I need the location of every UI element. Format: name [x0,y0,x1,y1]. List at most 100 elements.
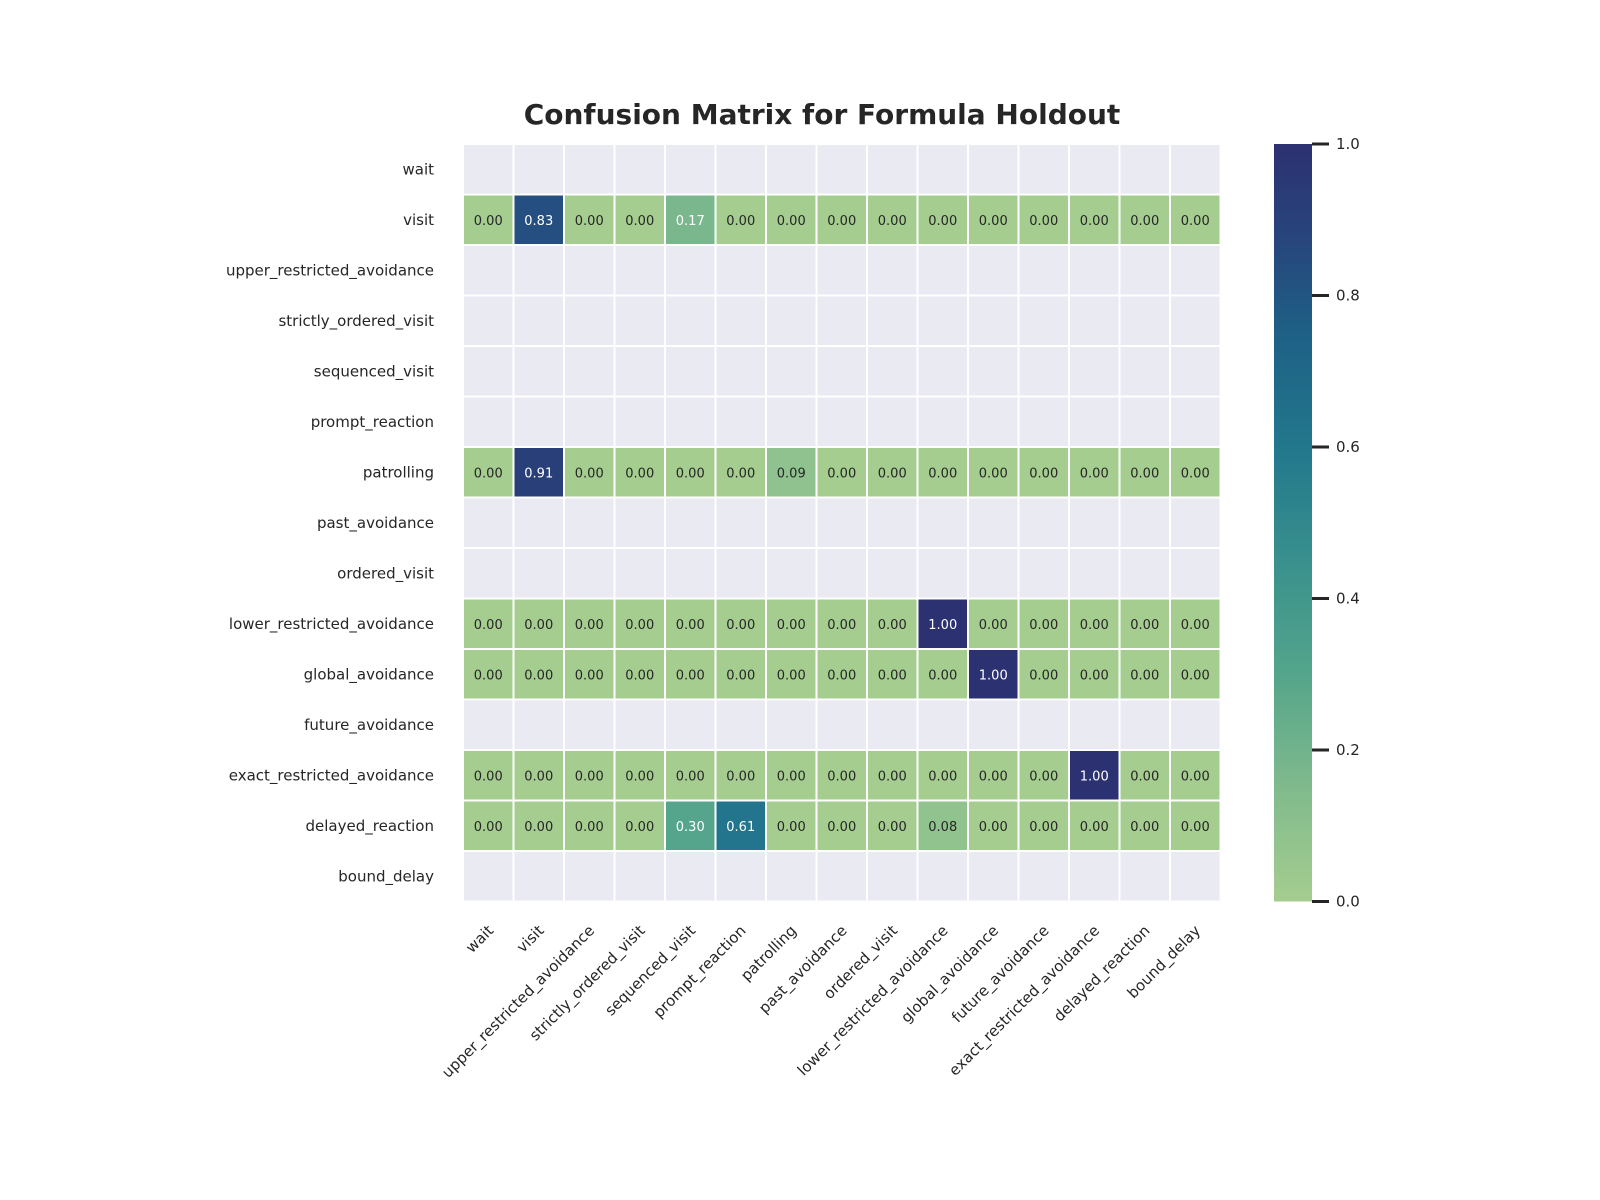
heatmap-cell [967,143,1020,196]
heatmap-cell [613,244,666,297]
heatmap-cell [462,395,515,448]
cell-value-label: 0.00 [827,820,856,835]
cell-value-label: 0.00 [777,668,806,683]
heatmap-cell [563,244,616,297]
heatmap-cell [613,648,666,701]
heatmap-cell [714,749,767,802]
cell-value-label: 0.00 [878,618,907,633]
heatmap-cell [462,294,515,347]
cell-value-label: 0.00 [575,618,604,633]
cell-value-label: 0.00 [1029,618,1058,633]
row-label: lower_restricted_avoidance [229,615,434,634]
cell-value-label: 0.00 [777,214,806,229]
heatmap-cell [916,294,969,347]
heatmap-cell [866,698,919,751]
cell-value-label: 0.00 [474,668,503,683]
heatmap-cell [1068,547,1121,600]
cell-value-label: 0.00 [676,618,705,633]
heatmap-cell [815,345,868,398]
cell-value-label: 0.00 [777,820,806,835]
heatmap-cell [967,850,1020,903]
heatmap-cell [1118,749,1171,802]
heatmap-cell [462,244,515,297]
heatmap-cell [916,143,969,196]
heatmap-cell [916,850,969,903]
row-label: visit [403,211,434,229]
heatmap-cell [512,850,565,903]
cell-value-label: 0.00 [878,668,907,683]
heatmap-cell [1118,648,1171,701]
cell-value-label: 0.00 [726,466,755,481]
heatmap-cell [815,193,868,246]
heatmap-cell [866,648,919,701]
cell-value-label: 0.00 [777,769,806,784]
heatmap-cell [916,547,969,600]
heatmap-cell [1017,799,1070,852]
cell-value-label: 0.00 [676,466,705,481]
heatmap-cell [765,547,818,600]
colorbar-tick-label: 0.6 [1336,438,1360,456]
heatmap-cell [866,850,919,903]
heatmap-cell [1169,294,1222,347]
cell-value-label: 0.00 [979,769,1008,784]
row-label: past_avoidance [317,514,434,533]
cell-value-label: 0.00 [625,668,654,683]
heatmap-cell [664,496,717,549]
heatmap-cell [765,244,818,297]
cell-value-label: 0.00 [1080,466,1109,481]
cell-value-label: 0.00 [827,466,856,481]
heatmap-cell [1068,850,1121,903]
row-label: strictly_ordered_visit [278,312,434,331]
row-label: prompt_reaction [311,413,434,432]
heatmap-cell [815,143,868,196]
cell-value-label: 0.00 [474,214,503,229]
heatmap-cell [967,294,1020,347]
heatmap-cell [462,446,515,499]
cell-value-label: 0.00 [676,668,705,683]
heatmap-cell [613,143,666,196]
heatmap-cell [714,294,767,347]
heatmap-cell [563,547,616,600]
cell-value-label: 0.00 [1130,769,1159,784]
heatmap-cell [815,244,868,297]
colorbar-tick-label: 0.2 [1336,741,1360,759]
heatmap-cell [563,698,616,751]
cell-value-label: 0.00 [1080,820,1109,835]
heatmap-cell [1068,294,1121,347]
cell-value-label: 0.00 [827,668,856,683]
heatmap-cell [1068,799,1121,852]
heatmap-cell [613,496,666,549]
column-labels: wait visitupper_restricted_avoidancestric… [438,922,1205,1083]
heatmap-cell [866,749,919,802]
row-label: future_avoidance [304,716,434,735]
heatmap-cell [563,395,616,448]
cell-value-label: 0.00 [676,769,705,784]
heatmap-cell [1118,294,1171,347]
heatmap-cell [1017,749,1070,802]
heatmap-cell [462,698,515,751]
cell-value-label: 1.00 [928,618,957,633]
heatmap-cell [967,648,1020,701]
cell-value-label: 0.30 [676,820,705,835]
cell-value-label: 0.00 [474,769,503,784]
row-label: patrolling [363,463,434,481]
heatmap-cell [1017,446,1070,499]
cell-value-label: 0.00 [1130,618,1159,633]
heatmap-cell [714,345,767,398]
heatmap-cell [815,547,868,600]
heatmap-cell [1068,749,1121,802]
heatmap-cell [1068,395,1121,448]
cell-value-label: 0.00 [474,820,503,835]
heatmap-cell [815,698,868,751]
cell-value-label: 0.00 [979,618,1008,633]
cell-value-label: 0.00 [928,668,957,683]
heatmap-cell [916,395,969,448]
heatmap-cell [714,799,767,852]
cell-value-label: 0.00 [1181,668,1210,683]
heatmap-cell [1169,698,1222,751]
heatmap-cell [613,446,666,499]
heatmap-cell [1118,799,1171,852]
cell-value-label: 0.09 [777,466,806,481]
heatmap-cell [462,749,515,802]
